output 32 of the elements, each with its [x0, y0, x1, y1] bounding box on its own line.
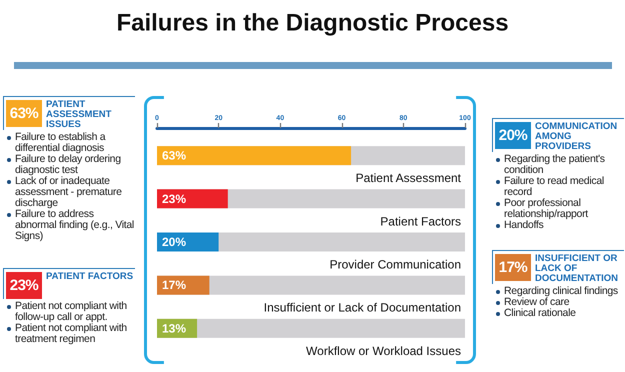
y-tick-label: Workflow or Workload Issues	[306, 344, 461, 358]
y-tick-label: Patient Factors	[380, 214, 461, 228]
y-tick-label: Insufficient or Lack of Documentation	[264, 300, 461, 315]
text: 17%	[495, 254, 531, 281]
y-tick-label: Provider Communication	[330, 258, 461, 272]
data-label: 23%	[162, 192, 186, 206]
text: Regarding clinical findings	[503, 285, 619, 297]
text: 63%	[6, 100, 42, 127]
text: Patient not compliant with follow-up call or appt.	[14, 300, 128, 323]
text: Poor professional relationship/rapport	[503, 197, 590, 220]
text: INSUFFICIENT OR LACK OF DOCUMENTATION	[535, 253, 620, 284]
text: Lack of or inadequate assessment - premature discharge	[14, 175, 123, 209]
text: Review of care	[503, 296, 570, 308]
text: 20%	[495, 122, 531, 149]
text: Clinical rationale	[503, 307, 577, 319]
text: Failure to establish a differential diagnosis	[14, 131, 107, 154]
y-tick-label: Patient Assessment	[356, 171, 462, 186]
text: Failure to read medical record	[503, 175, 605, 198]
text: PATIENT FACTORS	[46, 271, 134, 282]
data-label: 17%	[162, 278, 186, 292]
chart-title: Failures in the Diagnostic Process	[116, 10, 509, 36]
text: COMMUNICATION AMONG PROVIDERS	[535, 121, 618, 152]
data-label: 20%	[162, 235, 186, 249]
text: PATIENT ASSESSMENT ISSUES	[46, 99, 112, 130]
text: Handoffs	[503, 219, 544, 231]
text: Failure to address abnormal finding (e.g., Vital Signs)	[14, 208, 135, 242]
data-label: 13%	[162, 321, 186, 336]
text: Regarding the patient's condition	[503, 153, 606, 176]
text: 23%	[6, 272, 42, 299]
text: Failure to delay ordering diagnostic test	[14, 153, 122, 176]
data-label: 63%	[162, 148, 186, 163]
text: Patient not compliant with treatment regimen	[14, 322, 128, 345]
